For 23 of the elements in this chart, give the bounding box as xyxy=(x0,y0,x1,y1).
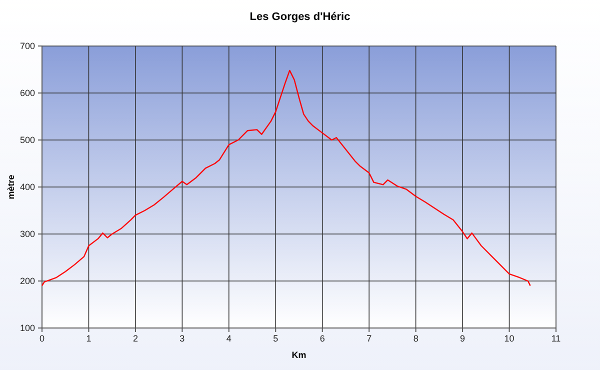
y-tick-label: 500 xyxy=(20,134,35,145)
x-tick-label: 10 xyxy=(504,333,514,344)
y-tick-label: 700 xyxy=(20,40,35,51)
x-tick-label: 5 xyxy=(273,333,278,344)
x-tick-label: 4 xyxy=(226,333,232,344)
x-tick-label: 9 xyxy=(460,333,466,344)
x-tick-label: 8 xyxy=(413,333,418,344)
y-tick-label: 200 xyxy=(20,276,35,286)
x-tick-label: 2 xyxy=(132,333,138,344)
chart-title: Les Gorges d'Héric xyxy=(250,11,350,23)
y-tick-label: 300 xyxy=(20,228,35,239)
y-axis-title: mètre xyxy=(6,174,16,200)
x-tick-label: 6 xyxy=(320,333,325,344)
x-tick-label: 11 xyxy=(551,333,561,344)
x-tick-label: 1 xyxy=(86,333,92,344)
y-tick-label: 100 xyxy=(20,322,35,333)
x-tick-label: 3 xyxy=(180,333,185,344)
x-tick-label: 7 xyxy=(366,333,372,344)
y-tick-label: 400 xyxy=(20,182,35,192)
line-series xyxy=(41,70,531,286)
x-axis-title: Km xyxy=(292,350,306,360)
y-tick-label: 600 xyxy=(20,88,35,98)
x-tick-label: 0 xyxy=(39,333,45,344)
